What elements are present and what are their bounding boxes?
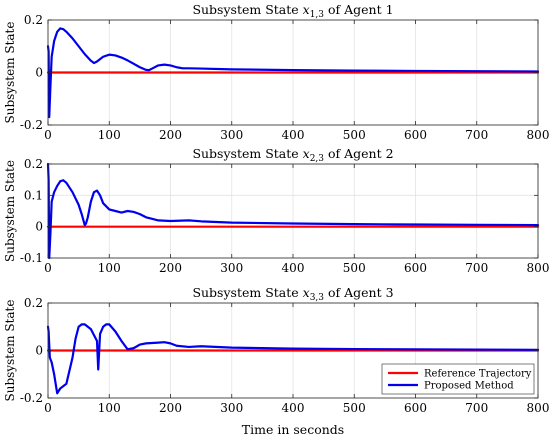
subplot-3: 0 100 200 300 400 500 600 700 800-0.200.2Subsyst… <box>3 285 549 437</box>
x-tick-label: 800 <box>527 128 550 142</box>
x-tick-label: 500 <box>343 401 366 415</box>
x-axis-label: Time in seconds <box>242 422 344 437</box>
x-tick-label: 200 <box>159 401 182 415</box>
y-tick-label: -0.1 <box>20 251 43 265</box>
x-tick-label: 700 <box>465 401 488 415</box>
x-tick-label: 500 <box>343 261 366 275</box>
subplot-title: Subsystem State x2,3 of Agent 2 <box>192 146 393 164</box>
legend-label: Reference Trajectory <box>424 369 532 380</box>
x-tick-label: 700 <box>465 128 488 142</box>
x-tick-label: 400 <box>282 401 305 415</box>
y-axis-label: Subsystem State <box>3 22 17 124</box>
series-proposed-method <box>46 162 540 260</box>
y-tick-label: 0.2 <box>24 13 43 27</box>
x-tick-label: 0 <box>44 128 52 142</box>
x-tick-label: 0 <box>44 261 52 275</box>
y-tick-label: 0 <box>35 344 43 358</box>
x-tick-label: 100 <box>98 401 121 415</box>
y-tick-label: 0.1 <box>24 188 43 202</box>
y-axis-label: Subsystem State <box>3 300 17 402</box>
series-proposed-method <box>46 323 540 395</box>
subplot-title: Subsystem State x1,3 of Agent 1 <box>192 2 393 20</box>
x-tick-label: 600 <box>404 401 427 415</box>
subplot-1: 0 100 200 300 400 500 600 700 800-0.200.2Subsyst… <box>3 2 549 142</box>
x-tick-label: 300 <box>220 261 243 275</box>
y-tick-label: -0.2 <box>20 118 43 132</box>
y-tick-label: 0 <box>35 220 43 234</box>
y-tick-label: 0.2 <box>24 296 43 310</box>
x-tick-label: 0 <box>44 401 52 415</box>
x-tick-label: 600 <box>404 261 427 275</box>
x-tick-label: 200 <box>159 128 182 142</box>
y-tick-label: 0 <box>35 66 43 80</box>
y-axis-label: Subsystem State <box>3 160 17 262</box>
x-tick-label: 400 <box>282 261 305 275</box>
x-tick-label: 100 <box>98 128 121 142</box>
x-tick-label: 800 <box>527 401 550 415</box>
x-tick-label: 500 <box>343 128 366 142</box>
subplot-title: Subsystem State x3,3 of Agent 3 <box>192 285 393 303</box>
x-tick-label: 300 <box>220 401 243 415</box>
x-tick-label: 200 <box>159 261 182 275</box>
x-tick-label: 600 <box>404 128 427 142</box>
x-tick-label: 700 <box>465 261 488 275</box>
y-tick-label: -0.2 <box>20 391 43 405</box>
y-tick-label: 0.2 <box>24 157 43 171</box>
x-tick-label: 800 <box>527 261 550 275</box>
legend-label: Proposed Method <box>424 381 514 392</box>
legend-box <box>381 363 535 395</box>
subplot-2: 0 100 200 300 400 500 600 700 800-0.100.10.2Subs… <box>3 146 549 275</box>
x-tick-label: 400 <box>282 128 305 142</box>
series-proposed-method <box>46 27 540 119</box>
x-tick-label: 100 <box>98 261 121 275</box>
x-tick-label: 300 <box>220 128 243 142</box>
